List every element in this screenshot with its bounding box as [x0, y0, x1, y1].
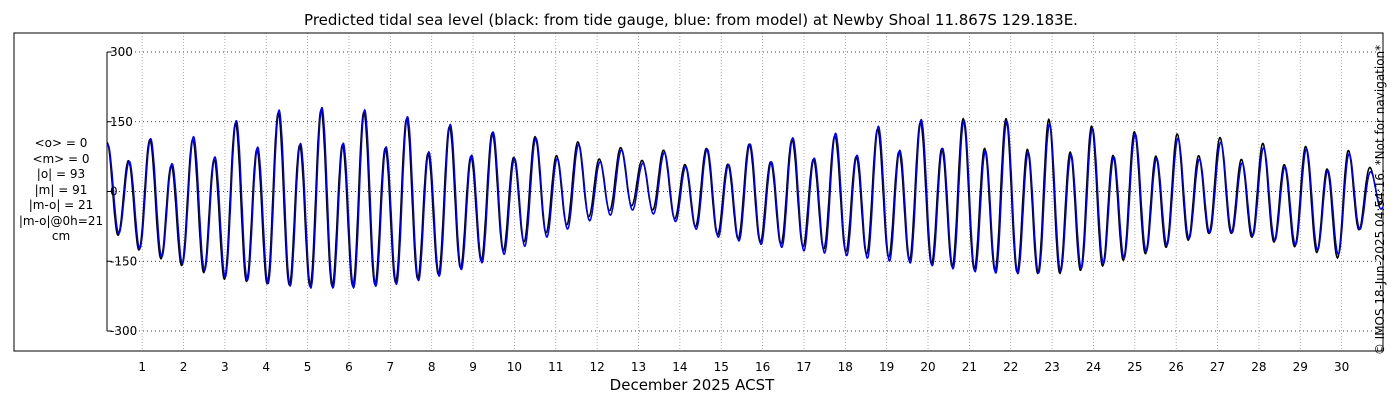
- stat-abs-model: |m| = 91: [34, 182, 88, 197]
- x-tick-label: 4: [262, 360, 270, 374]
- x-tick-label: 26: [1169, 360, 1184, 374]
- x-tick-label: 21: [962, 360, 977, 374]
- stats-panel: <o> = 0 <m> = 0 |o| = 93 |m| = 91 |m-o| …: [10, 136, 112, 245]
- x-axis-label: December 2025 ACST: [610, 376, 775, 394]
- credit-text: © IMOS 18-Jun-2025 04:54:16. *Not for na…: [1373, 44, 1387, 356]
- stat-abs-diff-0h: |m-o|@0h=21: [18, 213, 104, 228]
- x-tick-label: 16: [755, 360, 770, 374]
- x-tick-label: 11: [548, 360, 563, 374]
- x-tick-label: 13: [631, 360, 646, 374]
- stat-unit: cm: [51, 229, 71, 243]
- x-tick-label: 3: [221, 360, 229, 374]
- y-tick-label: 300: [110, 45, 133, 59]
- x-tick-label: 14: [672, 360, 687, 374]
- x-tick-label: 25: [1127, 360, 1142, 374]
- y-tick-label: 150: [110, 115, 133, 129]
- x-tick-label: 19: [879, 360, 894, 374]
- x-tick-label: 7: [387, 360, 395, 374]
- x-tick-label: 2: [180, 360, 188, 374]
- x-tick-label: 24: [1086, 360, 1101, 374]
- x-tick-label: 30: [1334, 360, 1349, 374]
- x-tick-label: 9: [469, 360, 477, 374]
- x-tick-label: 1: [138, 360, 146, 374]
- chart-title: Predicted tidal sea level (black: from t…: [304, 11, 1078, 29]
- x-tick-label: 23: [1044, 360, 1059, 374]
- x-tick-label: 22: [1003, 360, 1018, 374]
- x-tick-label: 28: [1251, 360, 1266, 374]
- y-tick-label: -150: [110, 254, 137, 268]
- x-tick-label: 15: [714, 360, 729, 374]
- y-tick-label: -300: [110, 324, 137, 338]
- stat-mean-model: <m> = 0: [32, 151, 90, 166]
- x-tick-label: 17: [796, 360, 811, 374]
- x-tick-label: 6: [345, 360, 353, 374]
- x-tick-label: 29: [1293, 360, 1308, 374]
- x-tick-label: 18: [838, 360, 853, 374]
- x-tick-label: 27: [1210, 360, 1225, 374]
- x-ticks: 1 2 3 4 5 6 7 8 9 10 11 12 13 14 15 16 17 18 19 20 21 22 23 24 2…: [138, 360, 1349, 374]
- stat-abs-diff: |m-o| = 21: [28, 198, 94, 212]
- x-tick-label: 8: [428, 360, 436, 374]
- x-tick-label: 20: [920, 360, 935, 374]
- x-tick-label: 10: [507, 360, 522, 374]
- stat-mean-obs: <o> = 0: [34, 136, 88, 150]
- series-line-model: [106, 107, 1384, 290]
- x-tick-label: 12: [589, 360, 604, 374]
- x-tick-label: 5: [304, 360, 312, 374]
- plot-frame: [13, 32, 1384, 352]
- stat-abs-obs: |o| = 93: [36, 167, 86, 181]
